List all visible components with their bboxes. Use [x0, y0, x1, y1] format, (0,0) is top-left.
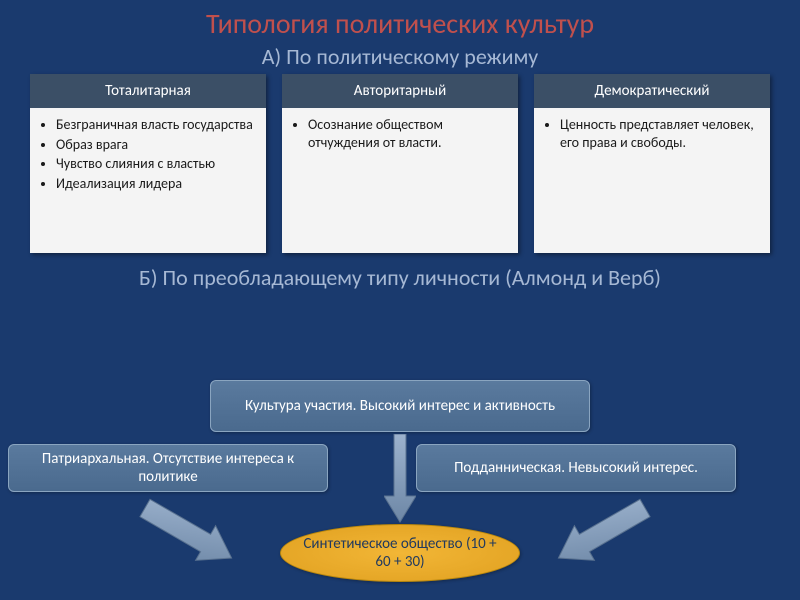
subtitle-b: Б) По преобладающему типу личности (Алмо… [0, 265, 800, 291]
list-item: Ценность представляет человек, его права… [560, 116, 764, 151]
list-item: Образ врага [56, 136, 260, 154]
box-patriarchal: Патриархальная. Отсутствие интереса к по… [8, 444, 328, 492]
list-item: Идеализация лидера [56, 175, 260, 193]
card-authoritarian: Авторитарный Осознание обществом отчужде… [282, 74, 518, 253]
list-item: Безграничная власть государства [56, 116, 260, 134]
card-totalitarian: Тоталитарная Безграничная власть государ… [30, 74, 266, 253]
card-body: Ценность представляет человек, его права… [534, 108, 770, 253]
list-item: Осознание обществом отчуждения от власти… [308, 116, 512, 151]
card-header: Тоталитарная [30, 74, 266, 108]
arrow-diag-left-icon [540, 494, 660, 574]
main-title: Типология политических культур [0, 0, 800, 41]
card-body: Осознание обществом отчуждения от власти… [282, 108, 518, 253]
box-subject: Подданническая. Невысокий интерес. [416, 444, 736, 492]
card-header: Авторитарный [282, 74, 518, 108]
section-a-row: Тоталитарная Безграничная власть государ… [0, 70, 800, 253]
ellipse-synthetic: Синтетическое общество (10 + 60 + 30) [280, 524, 520, 582]
list-item: Чувство слияния с властью [56, 155, 260, 173]
arrow-down-icon [384, 434, 416, 524]
arrow-diag-right-icon [130, 494, 250, 574]
card-body: Безграничная власть государства Образ вр… [30, 108, 266, 253]
card-democratic: Демократический Ценность представляет че… [534, 74, 770, 253]
card-header: Демократический [534, 74, 770, 108]
box-culture-participation: Культура участия. Высокий интерес и акти… [210, 380, 590, 432]
subtitle-a: А) По политическому режиму [0, 43, 800, 70]
